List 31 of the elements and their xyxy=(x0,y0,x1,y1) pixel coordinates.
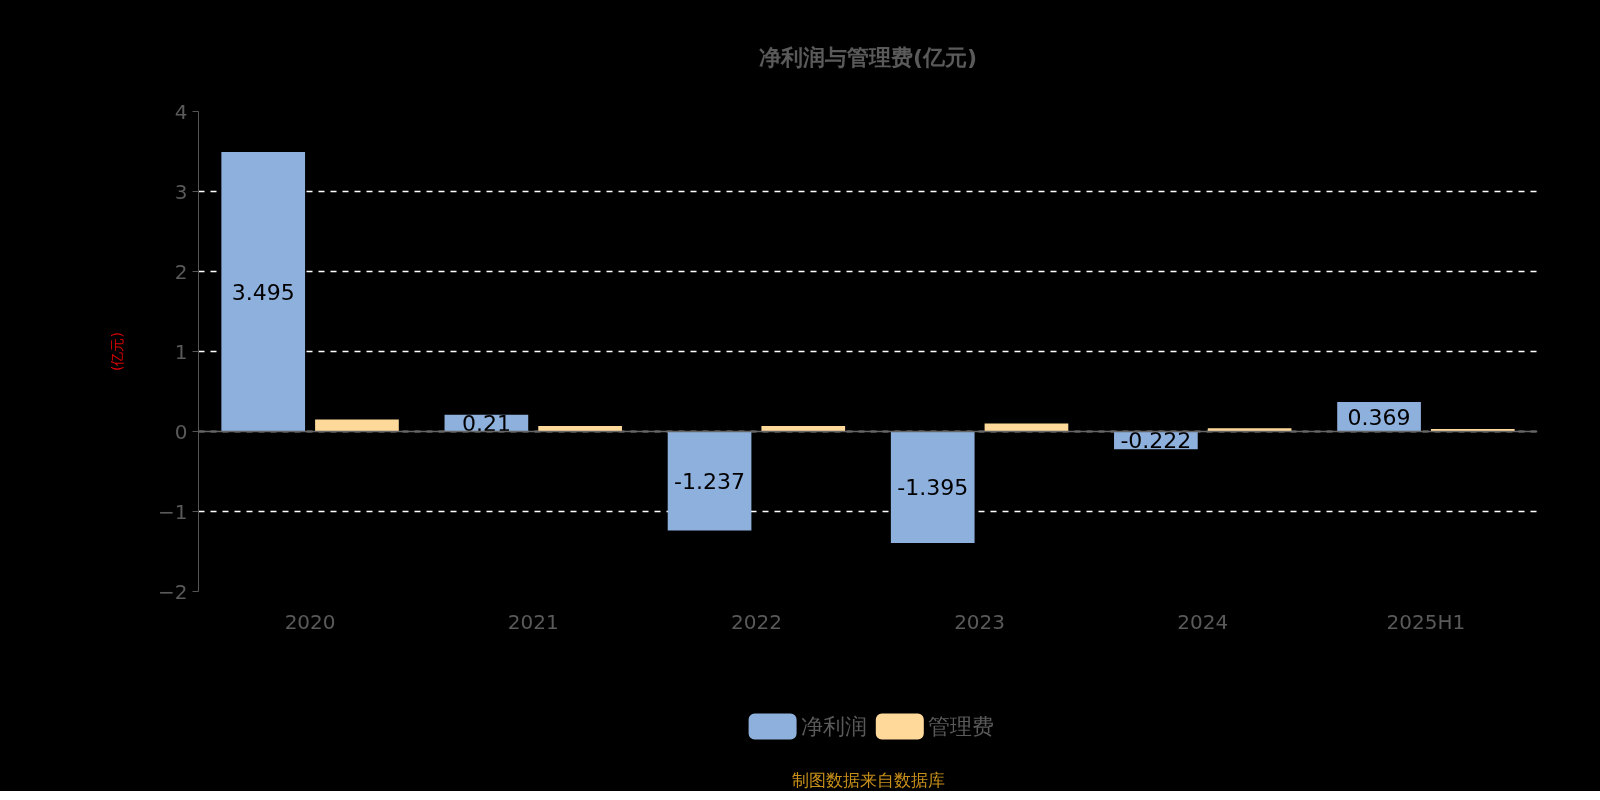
x-tick-label: 2023 xyxy=(954,609,1006,634)
x-tick-label: 2022 xyxy=(730,609,782,634)
data-label: -1.395 xyxy=(897,475,969,501)
y-tick-label: −1 xyxy=(158,499,188,524)
bar xyxy=(667,431,752,531)
bar xyxy=(761,425,846,432)
bar xyxy=(1207,428,1292,432)
chart-title: 净利润与管理费(亿元) xyxy=(758,44,978,70)
bar xyxy=(221,151,306,432)
data-label: 0.369 xyxy=(1347,404,1411,430)
legend-label: 管理费 xyxy=(928,714,995,739)
y-tick-label: 0 xyxy=(174,419,188,444)
y-tick-label: 3 xyxy=(174,179,188,204)
bar xyxy=(538,425,622,432)
bar xyxy=(315,419,399,432)
x-tick-label: 2025H1 xyxy=(1386,609,1466,634)
x-tick-label: 2024 xyxy=(1177,609,1229,634)
y-tick-label: −2 xyxy=(158,579,188,604)
data-label: -0.222 xyxy=(1120,428,1192,454)
bar xyxy=(890,431,975,544)
y-tick-label: 2 xyxy=(174,259,188,284)
y-tick-label: 4 xyxy=(174,99,188,124)
y-axis-title: (亿元) xyxy=(109,332,126,371)
data-label: 0.21 xyxy=(461,411,511,437)
x-tick-label: 2020 xyxy=(284,609,336,634)
x-tick-label: 2021 xyxy=(507,609,559,634)
data-label: 3.495 xyxy=(231,279,295,305)
text: 制图数据来自数据库 xyxy=(791,769,945,790)
y-tick-label: 1 xyxy=(174,339,188,364)
data-label: -1.237 xyxy=(674,468,746,494)
legend-label: 净利润 xyxy=(801,714,868,739)
